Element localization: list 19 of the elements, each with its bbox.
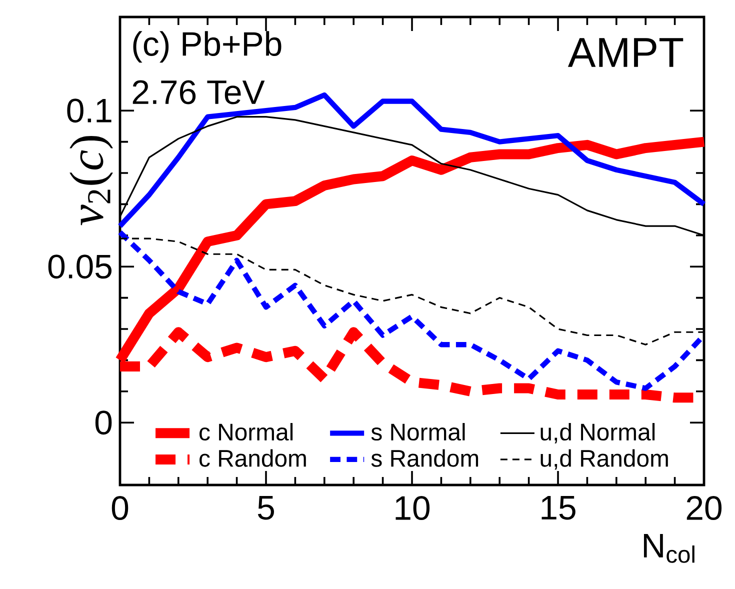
x-tick-label: 15 <box>542 496 576 520</box>
legend-label: s Random <box>371 449 478 467</box>
x-tick-label: 5 <box>258 496 274 520</box>
annotation: (c) Pb+Pb <box>133 31 282 63</box>
y-axis-title: v$_{2}$(c) <box>70 136 113 226</box>
legend-label: u,d Random <box>540 449 668 470</box>
y-tick-label: 0 <box>95 410 112 435</box>
x-tick-label: 0 <box>112 496 128 520</box>
y-tick-label: 0.05 <box>48 254 112 279</box>
annotation: 2.76 TeV <box>132 80 265 104</box>
x-tick-label: 20 <box>686 496 722 520</box>
legend-label: s Normal <box>371 423 465 441</box>
x-tick-label: 10 <box>396 496 430 520</box>
legend-label: c Normal <box>200 423 293 441</box>
y-tick-label: 0.1 <box>67 98 112 123</box>
annotation: AMPT <box>568 38 684 67</box>
x-axis-title: N$_{col}$ <box>644 534 694 563</box>
legend-label: u,d Normal <box>540 423 655 444</box>
legend-label: c Random <box>200 449 306 467</box>
